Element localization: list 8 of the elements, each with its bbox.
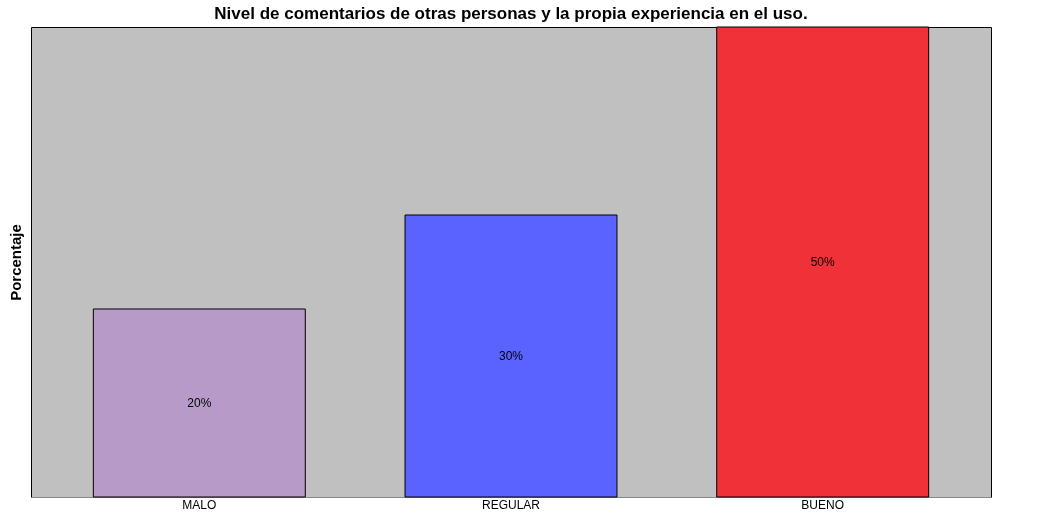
- x-tick-label: BUENO: [801, 497, 845, 512]
- x-tick-label: MALO: [182, 497, 217, 512]
- chart-title: Nivel de comentarios de otras personas y la propia experiencia en el uso.: [214, 3, 808, 23]
- data-label: 50%: [810, 255, 836, 269]
- y-axis-title: Porcentaje: [6, 224, 24, 301]
- data-label: 30%: [498, 349, 524, 363]
- data-label: 20%: [187, 396, 212, 410]
- x-tick-label: REGULAR: [481, 497, 541, 512]
